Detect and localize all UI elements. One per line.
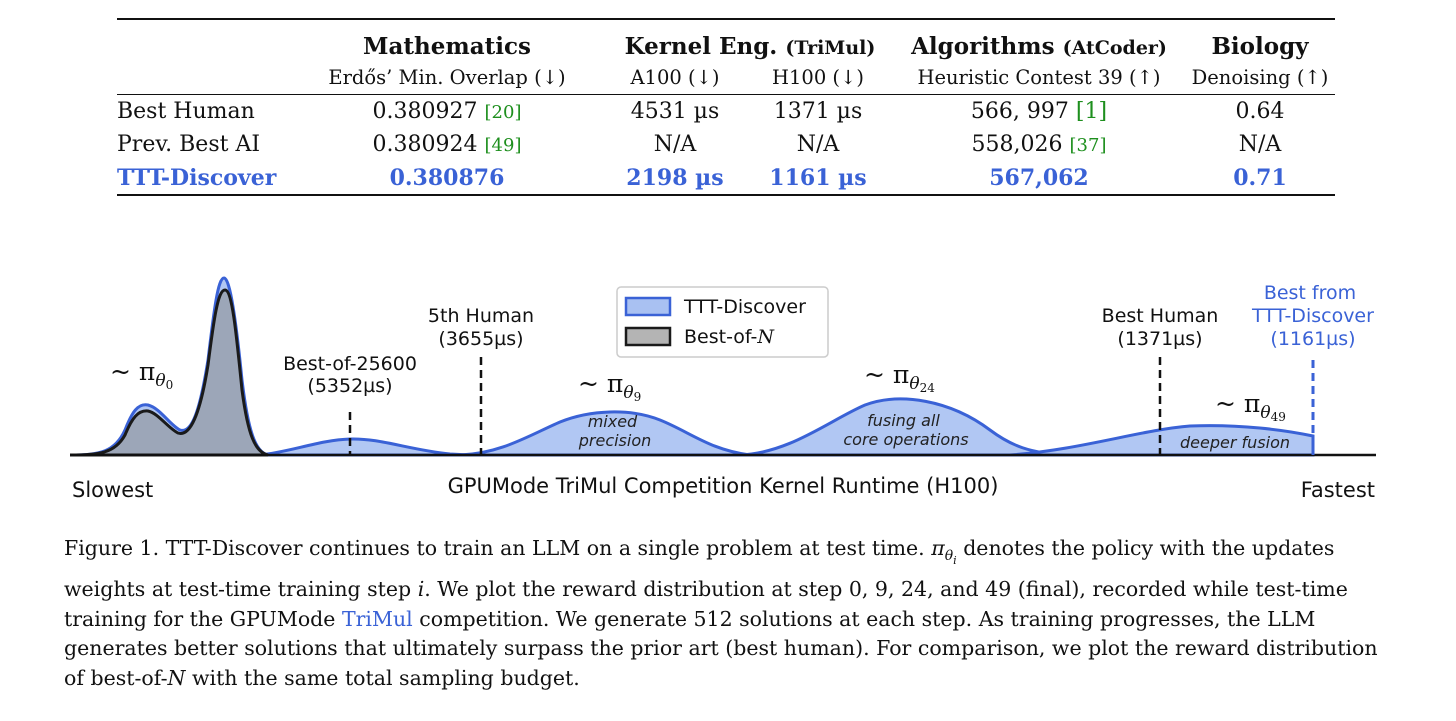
table-cell: 0.64 — [1235, 99, 1285, 124]
table-cell: N/A — [1238, 132, 1282, 157]
citation[interactable]: [37] — [1069, 135, 1107, 156]
ref-label-5th-human: 5th Human — [428, 305, 534, 327]
row-label: TTT-Discover — [117, 164, 277, 191]
table-cell: 566, 997 [1] — [970, 99, 1108, 124]
table-cell: 2198 µs — [626, 164, 724, 191]
ref-value-best-of-25600: (5352µs) — [307, 375, 392, 397]
pi-symbol: πθi — [931, 536, 957, 567]
policy-label-step49: ~ πθ49 — [1215, 389, 1286, 424]
header-metric: Denoising (↑) — [1191, 65, 1329, 89]
header-domain-kernel: Kernel Eng. (TriMul) — [624, 33, 876, 60]
best-of-n-distribution — [69, 288, 269, 457]
legend-swatch-ttt — [624, 296, 672, 317]
table-cell: N/A — [653, 132, 697, 157]
x-axis-title: GPUMode TriMul Competition Kernel Runtim… — [448, 474, 999, 498]
ref-label-best-of-25600: Best-of-25600 — [283, 353, 417, 375]
ref-label-best-ttt-line2: TTT-Discover — [1251, 305, 1374, 327]
annotation-fusing: fusing all core operations — [843, 411, 968, 449]
x-axis-right-label: Fastest — [1301, 478, 1375, 502]
x-axis-left-label: Slowest — [72, 478, 153, 502]
header-metric: Erdős’ Min. Overlap (↓) — [328, 65, 566, 89]
chart-legend: TTT-Discover Best-of-N — [616, 286, 829, 358]
header-metric: A100 (↓) — [630, 65, 720, 89]
header-metric: H100 (↓) — [772, 65, 864, 89]
table-cell: 0.380924 [49] — [372, 132, 522, 157]
citation[interactable]: [49] — [484, 135, 522, 156]
annotation-line: mixed — [588, 412, 638, 431]
table-cell: 1161 µs — [769, 164, 867, 191]
legend-label-ttt: TTT-Discover — [683, 296, 806, 318]
annotation-mixed-precision: mixed precision — [578, 412, 652, 450]
legend-label-best-of-n: Best-of-N — [684, 326, 775, 348]
annotation-line: precision — [578, 431, 652, 450]
ttt-distribution-best-of-25600 — [259, 437, 471, 457]
header-domain-biology: Biology — [1211, 33, 1309, 60]
ttt-distribution-step9 — [459, 410, 751, 457]
annotation-deeper-fusion: deeper fusion — [1180, 433, 1290, 452]
table-row-best-human: Best Human 0.380927 [20] 4531 µs 1371 µs… — [117, 95, 1335, 129]
table-cell: 1371 µs — [773, 99, 863, 124]
table-cell: 0.380927 [20] — [372, 99, 522, 124]
distribution-chart: Best-of-25600 (5352µs) 5th Human (3655µs… — [69, 276, 1376, 502]
table-cell: 558,026 [37] — [971, 132, 1107, 157]
policy-label-step24: ~ πθ24 — [864, 360, 935, 395]
table-cell: N/A — [796, 132, 840, 157]
table-metric-header-row: Erdős’ Min. Overlap (↓) A100 (↓) H100 (↓… — [117, 60, 1335, 95]
ref-label-best-human: Best Human — [1102, 305, 1219, 327]
annotation-line: core operations — [843, 430, 968, 449]
ttt-distribution-step49 — [1009, 424, 1315, 457]
header-domain-algorithms: Algorithms (AtCoder) — [911, 33, 1167, 60]
table-cell: 567,062 — [989, 164, 1089, 191]
ref-value-best-ttt: (1161µs) — [1270, 328, 1355, 350]
ref-label-best-ttt-line1: Best from — [1264, 282, 1356, 304]
table-domain-header-row: Mathematics Kernel Eng. (TriMul) Algorit… — [117, 19, 1335, 60]
ref-value-best-human: (1371µs) — [1117, 328, 1202, 350]
figure-caption: Figure 1. TTT-Discover continues to trai… — [64, 536, 1378, 690]
policy-label-step0: ~ πθ0 — [110, 357, 173, 392]
table-row-prev-best-ai: Prev. Best AI 0.380924 [49] N/A N/A 558,… — [117, 128, 1335, 161]
citation[interactable]: [20] — [484, 102, 522, 123]
policy-label-step9: ~ πθ9 — [578, 369, 641, 404]
row-label: Prev. Best AI — [117, 132, 261, 157]
header-domain-mathematics: Mathematics — [363, 33, 531, 60]
annotation-line: fusing all — [867, 411, 940, 430]
header-metric: Heuristic Contest 39 (↑) — [917, 65, 1161, 89]
table-corner — [117, 19, 287, 60]
table-cell: 4531 µs — [630, 99, 720, 124]
row-label: Best Human — [117, 99, 255, 124]
legend-swatch-best-of-n — [624, 326, 672, 347]
table-cell: 0.380876 — [389, 164, 505, 191]
ref-value-5th-human: (3655µs) — [438, 328, 523, 350]
table-cell: 0.71 — [1233, 164, 1287, 191]
table-row-ttt-discover: TTT-Discover 0.380876 2198 µs 1161 µs 56… — [117, 161, 1335, 195]
ttt-distribution-step24 — [739, 397, 1071, 457]
results-table: Mathematics Kernel Eng. (TriMul) Algorit… — [117, 18, 1335, 196]
trimul-link[interactable]: TriMul — [341, 606, 413, 631]
citation[interactable]: [1] — [1075, 99, 1108, 124]
ref-label-best-ttt: Best from TTT-Discover — [1251, 282, 1374, 327]
